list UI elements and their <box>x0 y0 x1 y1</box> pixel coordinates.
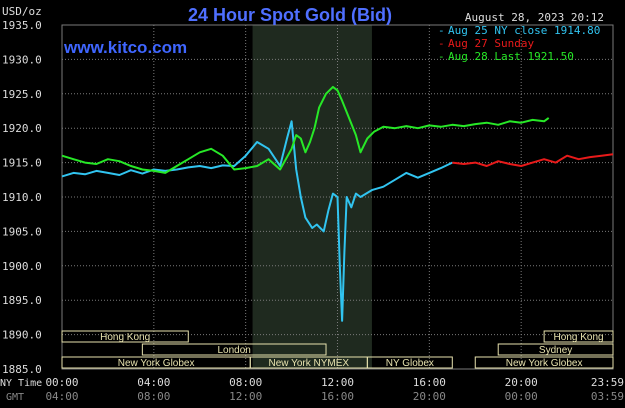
x-tick-gmt: 04:00 <box>45 390 78 403</box>
market-box <box>61 330 189 343</box>
market-label: New York NYMEX <box>269 358 350 369</box>
series-line-2 <box>61 85 550 174</box>
market-label: Hong Kong <box>554 332 604 343</box>
chart-datetime: August 28, 2023 20:12 <box>465 11 604 24</box>
series-line-0 <box>61 120 453 322</box>
x-tick-gmt: 12:00 <box>229 390 262 403</box>
x-tick-ny: 16:00 <box>413 376 446 389</box>
market-label: Hong Kong <box>100 332 150 343</box>
legend: - Aug 25 NY close 1914.80- Aug 27 Sunday- A… <box>438 24 600 63</box>
market-label: London <box>218 345 251 356</box>
market-box <box>141 343 327 356</box>
x-tick-ny: 00:00 <box>45 376 78 389</box>
x-tick-gmt: 16:00 <box>321 390 354 403</box>
legend-entry: Aug 25 NY close 1914.80 <box>448 24 600 37</box>
gmt-label: GMT <box>6 392 24 403</box>
market-box <box>474 356 614 369</box>
market-box <box>497 343 614 356</box>
legend-marker: - <box>438 24 445 37</box>
legend-marker: - <box>438 37 445 50</box>
series-line-1 <box>452 153 614 167</box>
x-tick-gmt: 08:00 <box>137 390 170 403</box>
y-tick-label: 1935.0 <box>2 19 42 32</box>
market-label: New York Globex <box>506 358 583 369</box>
ny-time-label: NY Time <box>0 378 42 389</box>
series-layer <box>61 85 614 322</box>
y-tick-label: 1890.0 <box>2 329 42 342</box>
axis-layer: 1935.0 1930.0 1925.0 1920.0 1915.0 1910.0 1905… <box>2 19 624 403</box>
x-tick-ny: 20:00 <box>505 376 538 389</box>
legend-entry: Aug 28 Last 1921.50 <box>448 50 574 63</box>
x-tick-ny: 04:00 <box>137 376 170 389</box>
x-tick-gmt: 00:00 <box>505 390 538 403</box>
x-tick-ny: 08:00 <box>229 376 262 389</box>
x-tick-ny: 12:00 <box>321 376 354 389</box>
y-tick-label: 1920.0 <box>2 122 42 135</box>
market-label: New York Globex <box>118 358 195 369</box>
y-axis-unit: USD/oz <box>2 5 42 18</box>
y-tick-label: 1915.0 <box>2 157 42 170</box>
y-tick-label: 1900.0 <box>2 260 42 273</box>
y-tick-label: 1925.0 <box>2 88 42 101</box>
x-tick-gmt: 20:00 <box>413 390 446 403</box>
legend-marker: - <box>438 50 445 63</box>
y-tick-label: 1885.0 <box>2 363 42 376</box>
market-box <box>543 330 614 343</box>
market-label: Sydney <box>539 345 572 356</box>
site-watermark: www.kitco.com <box>63 38 187 57</box>
plot-frame <box>61 24 614 370</box>
market-box <box>366 356 453 369</box>
y-tick-label: 1930.0 <box>2 53 42 66</box>
market-label: NY Globex <box>386 358 434 369</box>
market-hours-layer: Hong Kong Hong Kong London Sydney New York G… <box>61 330 614 369</box>
grid-layer <box>61 24 614 370</box>
y-tick-label: 1910.0 <box>2 191 42 204</box>
x-tick-gmt: 03:59 <box>591 390 624 403</box>
y-tick-label: 1905.0 <box>2 225 42 238</box>
legend-entry: Aug 27 Sunday <box>448 37 534 50</box>
chart-title: 24 Hour Spot Gold (Bid) <box>188 5 392 25</box>
x-tick-ny: 23:59 <box>591 376 624 389</box>
y-tick-label: 1895.0 <box>2 294 42 307</box>
